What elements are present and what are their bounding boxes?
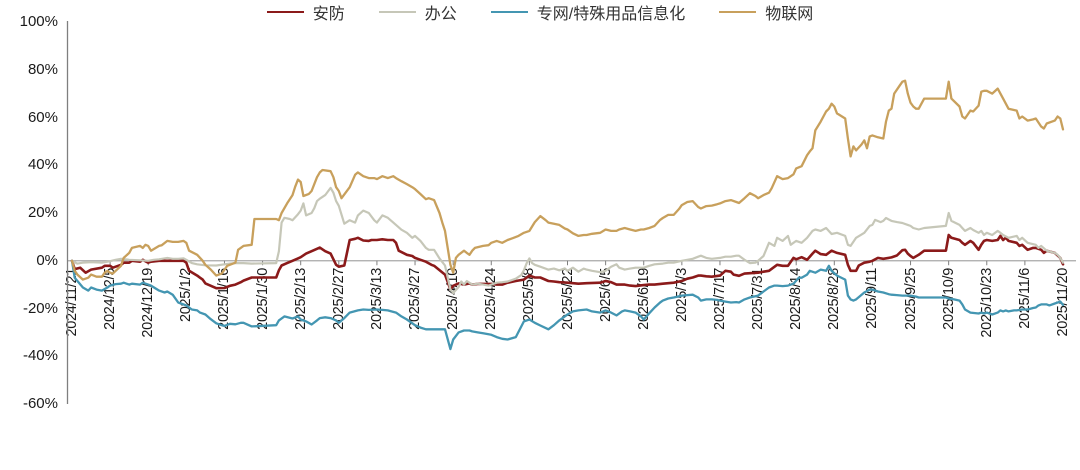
series-line-security bbox=[70, 233, 1065, 291]
legend-item-security: 安防 bbox=[266, 0, 345, 24]
y-axis-tick-label: -60% bbox=[22, 395, 58, 412]
legend-swatch-office bbox=[378, 11, 416, 13]
legend-item-iot: 物联网 bbox=[719, 0, 813, 24]
y-axis-tick-label: 40% bbox=[27, 156, 58, 174]
y-axis-tick-label: 60% bbox=[27, 108, 58, 126]
legend-label-office: 办公 bbox=[424, 6, 457, 23]
y-axis-tick-label: 80% bbox=[27, 60, 58, 78]
legend-label-iot: 物联网 bbox=[765, 6, 814, 23]
y-axis-tick-label: 100% bbox=[19, 13, 58, 30]
legend-label-security: 安防 bbox=[312, 6, 345, 23]
legend-swatch-security bbox=[266, 11, 304, 13]
legend-item-private-network: 专网/特殊用品信息化 bbox=[490, 0, 686, 24]
chart-legend: 安防 办公 专网/特殊用品信息化 物联网 bbox=[0, 0, 1080, 24]
legend-item-office: 办公 bbox=[378, 0, 457, 24]
y-axis-tick-label: -20% bbox=[22, 299, 58, 317]
series-line-office bbox=[70, 186, 1065, 295]
legend-swatch-private-network bbox=[490, 11, 528, 13]
series-line-iot bbox=[70, 79, 1065, 281]
series-line-private-network bbox=[70, 259, 1065, 351]
y-axis-tick-label: 20% bbox=[27, 204, 58, 221]
y-axis-tick-label: 0% bbox=[36, 251, 58, 269]
legend-label-private-network: 专网/特殊用品信息化 bbox=[536, 6, 686, 23]
y-axis-tick-label: -40% bbox=[22, 347, 58, 365]
legend-swatch-iot bbox=[719, 11, 757, 13]
